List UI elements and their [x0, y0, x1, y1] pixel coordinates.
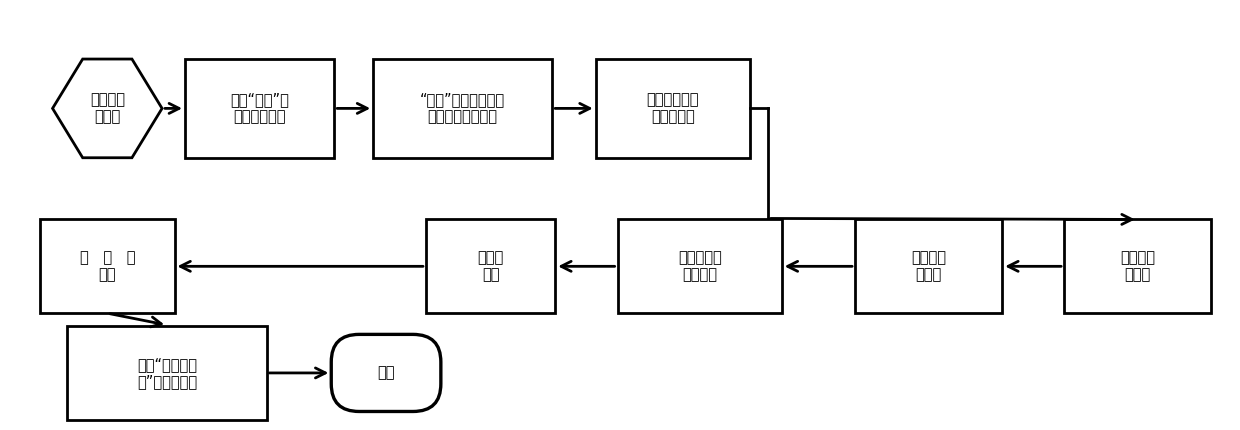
Text: 形成“嵌入式基
板”立体组装结: 形成“嵌入式基 板”立体组装结	[136, 357, 197, 389]
Text: 印制板设
计规划: 印制板设 计规划	[89, 92, 125, 125]
Text: 元 器 件
焊接: 元 器 件 焊接	[79, 250, 135, 283]
Text: 印制板焊盘
焊膏涂覆: 印制板焊盘 焊膏涂覆	[678, 250, 722, 283]
Text: 结束: 结束	[377, 366, 394, 381]
Bar	[67, 326, 267, 420]
Bar	[185, 59, 335, 158]
Bar	[595, 59, 750, 158]
Bar	[373, 59, 552, 158]
Polygon shape	[52, 59, 162, 158]
Bar	[854, 219, 1002, 313]
Bar	[425, 219, 556, 313]
Text: 印制板互联导
线布局设计: 印制板互联导 线布局设计	[646, 92, 699, 125]
Text: 印制板加
工制造: 印制板加 工制造	[1120, 250, 1156, 283]
Text: 元器件
贴装: 元器件 贴装	[477, 250, 503, 283]
Text: 印制板质
量检测: 印制板质 量检测	[911, 250, 946, 283]
Bar	[1064, 219, 1211, 313]
Bar	[618, 219, 781, 313]
Text: “空腔”内外及其他位
置元器件焊盘布设: “空腔”内外及其他位 置元器件焊盘布设	[420, 92, 505, 125]
Bar	[40, 219, 175, 313]
Text: 所需“空腔”位
置及尺寸确定: 所需“空腔”位 置及尺寸确定	[231, 92, 289, 125]
FancyBboxPatch shape	[331, 335, 441, 412]
